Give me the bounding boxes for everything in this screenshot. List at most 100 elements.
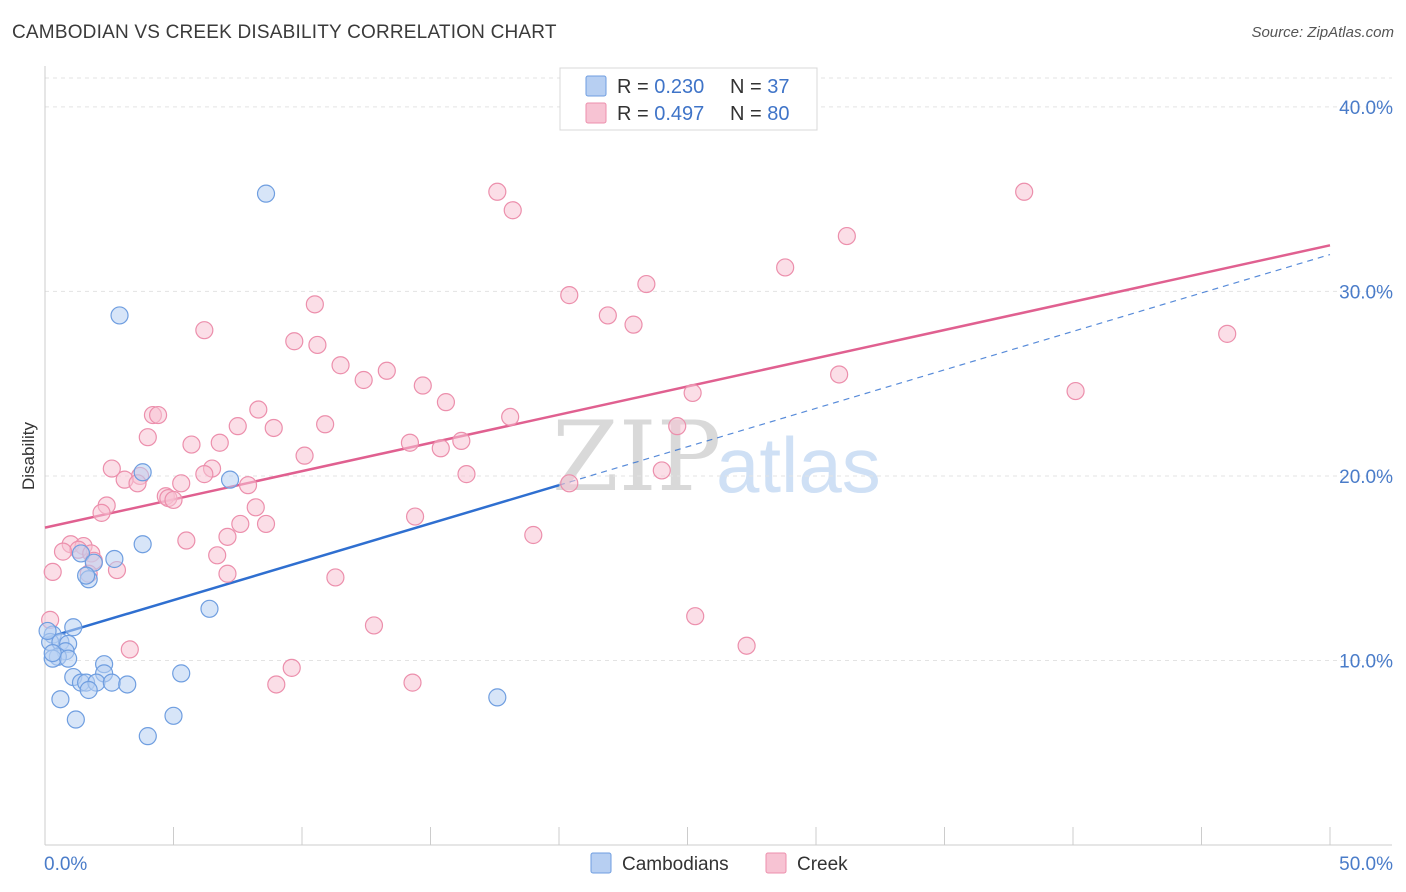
point-creek-1: [488, 182, 507, 201]
bottom-legend: Cambodians Creek: [590, 852, 848, 875]
point-creek-72: [326, 568, 345, 587]
point-creek-36: [431, 439, 450, 458]
legend-n-label-2: N =: [730, 103, 767, 125]
watermark-zip: ZIP: [552, 401, 721, 513]
point-creek-26: [501, 407, 520, 427]
point-creek-17: [830, 365, 849, 384]
point-creek-30: [668, 417, 687, 436]
source-credit: Source: ZipAtlas.com: [1251, 24, 1394, 41]
y-tick-label-3: 30.0%: [1339, 282, 1393, 303]
legend-row1: R = 0.230 N = 37: [617, 76, 790, 98]
legend-r-label-1: R =: [617, 76, 654, 98]
point-creek-37: [295, 446, 314, 465]
point-creek-2: [1015, 182, 1034, 201]
point-creek-3: [503, 201, 522, 220]
point-creek-71: [218, 564, 237, 583]
point-cambodians-28: [102, 673, 121, 692]
legend-n-value-1: 37: [767, 76, 789, 98]
point-cambodians-20: [59, 649, 78, 668]
point-creek-48: [238, 476, 258, 495]
point-creek-47: [172, 474, 191, 493]
point-cambodians-30: [79, 680, 98, 700]
point-creek-76: [120, 640, 139, 659]
point-creek-60: [218, 527, 237, 546]
point-creek-77: [282, 658, 301, 677]
point-cambodians-23: [172, 664, 191, 683]
axes: [44, 66, 1392, 846]
tick-labels: 10.0% 20.0% 30.0% 40.0% 0.0% 50.0%: [44, 98, 1393, 875]
legend-swatch-cambodians: [585, 75, 607, 97]
point-creek-13: [285, 332, 304, 351]
point-creek-20: [1066, 381, 1085, 401]
point-creek-22: [436, 393, 456, 412]
point-creek-59: [177, 531, 196, 550]
bottom-legend-cambodians: Cambodians: [622, 854, 729, 875]
point-cambodians-2: [110, 306, 129, 325]
y-tick-label-4: 40.0%: [1339, 98, 1393, 119]
legend-r-label-2: R =: [617, 103, 654, 125]
legend-r-value-2: 0.497: [654, 103, 704, 125]
point-creek-75: [737, 636, 756, 655]
point-cambodians-33: [66, 710, 85, 729]
point-creek-69: [43, 562, 62, 582]
point-cambodians-11: [200, 599, 219, 618]
point-creek-79: [403, 673, 422, 692]
point-creek-35: [210, 433, 229, 452]
point-creek-8: [305, 295, 324, 314]
point-creek-28: [228, 417, 247, 436]
point-cambodians-3: [133, 463, 152, 482]
data-points: [38, 182, 1237, 746]
legend-row2: R = 0.497 N = 80: [617, 103, 790, 125]
point-creek-55: [405, 507, 425, 526]
point-creek-78: [267, 675, 286, 694]
point-cambodians-37: [38, 621, 57, 641]
point-creek-32: [452, 431, 471, 450]
point-cambodians-29: [118, 675, 137, 694]
point-cambodians-12: [64, 618, 83, 637]
point-creek-27: [316, 415, 335, 434]
point-creek-54: [92, 503, 111, 522]
point-creek-5: [776, 258, 795, 277]
point-creek-64: [53, 542, 73, 561]
point-creek-34: [182, 435, 201, 454]
trend-extension-cambodians: [558, 253, 1331, 486]
point-creek-42: [195, 465, 214, 484]
y-tick-label-1: 10.0%: [1339, 651, 1393, 672]
point-creek-31: [138, 428, 157, 447]
point-creek-4: [837, 226, 856, 246]
point-creek-73: [686, 607, 705, 626]
point-creek-19: [413, 376, 432, 395]
point-cambodians-31: [51, 690, 70, 709]
chart-title: CAMBODIAN VS CREEK DISABILITY CORRELATIO…: [12, 22, 557, 43]
legend-swatch-creek: [585, 102, 607, 124]
point-creek-12: [1218, 324, 1237, 343]
point-cambodians-36: [43, 643, 62, 663]
point-creek-7: [560, 286, 579, 305]
point-creek-9: [598, 306, 617, 325]
point-cambodians-6: [105, 549, 124, 569]
legend-n-label-1: N =: [730, 76, 767, 98]
point-creek-56: [231, 514, 250, 534]
point-creek-66: [208, 546, 227, 565]
watermark-atlas: atlas: [716, 421, 881, 509]
point-cambodians-34: [164, 706, 183, 725]
x-tick-label-min: 0.0%: [44, 854, 87, 875]
point-creek-74: [364, 616, 384, 635]
point-creek-58: [524, 525, 543, 545]
legend-r-value-1: 0.230: [654, 76, 704, 98]
point-creek-23: [249, 400, 268, 419]
bottom-legend-swatch-cambodians: [590, 852, 612, 874]
point-creek-29: [264, 418, 283, 438]
point-creek-18: [354, 370, 373, 390]
gridlines: [45, 77, 1392, 661]
legend: R = 0.230 N = 37 R = 0.497 N = 80: [559, 67, 818, 131]
y-axis-title: Disability: [19, 421, 38, 490]
point-creek-53: [246, 498, 265, 517]
point-creek-21: [683, 383, 702, 403]
point-creek-11: [195, 321, 214, 340]
point-cambodians-10: [77, 566, 96, 585]
point-cambodians-4: [220, 470, 240, 489]
point-cambodians-7: [71, 544, 91, 563]
bottom-legend-swatch-creek: [765, 852, 787, 874]
